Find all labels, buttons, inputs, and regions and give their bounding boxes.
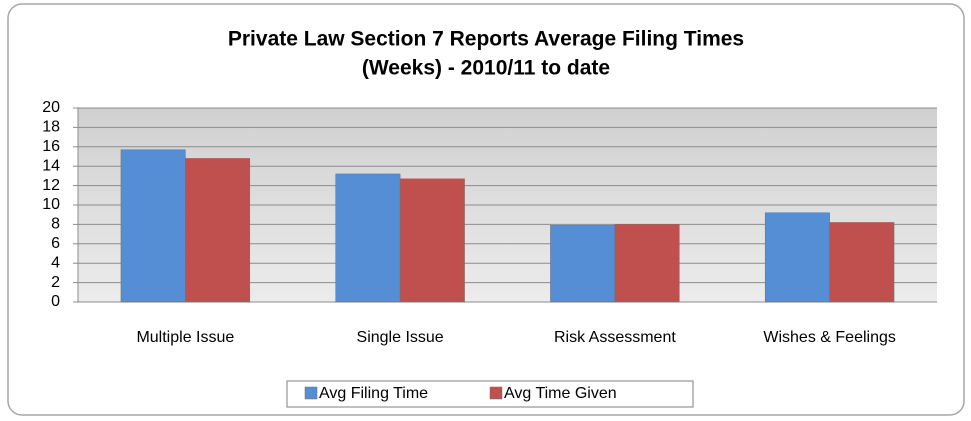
legend-swatch: [304, 386, 318, 400]
bar: [550, 225, 616, 303]
legend-label: Avg Time Given: [504, 385, 617, 402]
bar: [185, 158, 251, 303]
x-tick-label: Multiple Issue: [136, 329, 234, 346]
y-tick-label: 12: [42, 177, 60, 194]
bar: [335, 173, 401, 303]
y-tick-label: 8: [51, 216, 60, 233]
y-tick-label: 14: [42, 157, 60, 174]
y-tick-label: 0: [51, 293, 60, 310]
y-tick-label: 16: [42, 138, 60, 155]
x-tick-label: Risk Assessment: [554, 329, 676, 346]
y-tick-label: 4: [51, 254, 60, 271]
legend-swatch: [489, 386, 503, 400]
bar: [614, 224, 680, 303]
legend-box: [286, 380, 694, 408]
y-tick-label: 18: [42, 119, 60, 136]
y-tick-label: 10: [42, 196, 60, 213]
legend: [286, 380, 694, 408]
y-tick-label: 2: [51, 274, 60, 291]
chart-title: (Weeks) - 2010/11 to date: [362, 57, 610, 80]
y-tick-label: 20: [42, 99, 60, 116]
legend-label: Avg Filing Time: [319, 385, 428, 402]
bar: [764, 212, 830, 303]
x-tick-label: Wishes & Feelings: [763, 329, 896, 346]
x-tick-label: Single Issue: [357, 329, 444, 346]
bar: [399, 178, 465, 303]
chart-title: Private Law Section 7 Reports Average Fi…: [228, 28, 744, 51]
y-tick-label: 6: [51, 235, 60, 252]
bar: [829, 222, 895, 303]
bar: [120, 149, 186, 303]
